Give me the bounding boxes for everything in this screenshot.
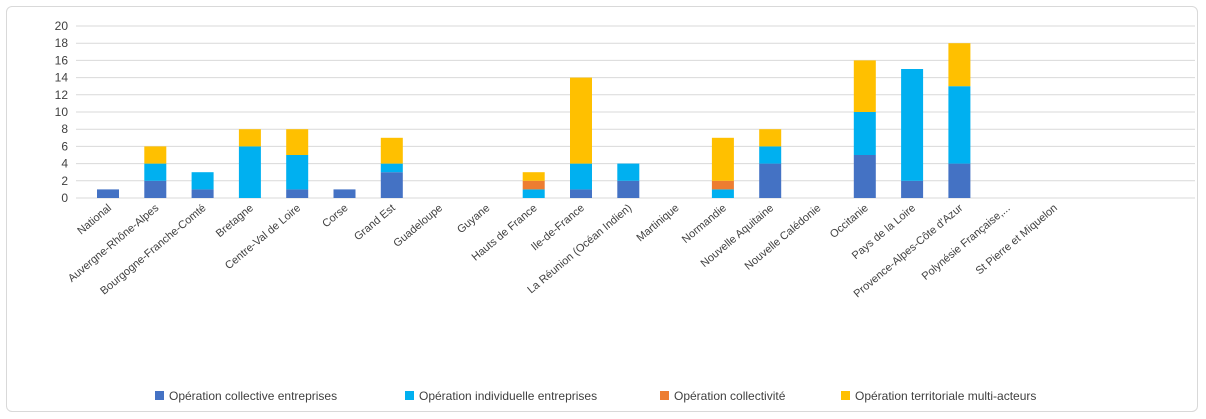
bar-segment-2 [522,189,545,198]
bar-segment-3 [711,180,734,190]
y-tick-label: 0 [61,191,68,205]
x-category-label: Guyane [455,202,492,236]
bar-segment-1 [333,189,356,198]
x-category-label: Bretagne [214,202,256,240]
y-tick-label: 10 [55,105,69,119]
bar-segment-1 [144,180,167,198]
bar-segment-2 [759,146,782,164]
x-axis-categories: NationalAuvergne-Rhône-AlpesBourgogne-Fr… [66,202,1060,301]
bar-segment-2 [853,112,876,155]
bar-segment-2 [380,163,403,173]
bar-segment-2 [286,155,309,190]
legend-label: Opération territoriale multi-acteurs [855,389,1036,403]
bar-segment-2 [144,163,167,181]
x-category-label: Normandie [680,202,729,246]
legend-swatch [405,391,414,400]
bar-segment-1 [570,189,592,198]
y-tick-label: 16 [55,53,69,67]
legend-label: Opération collectivité [674,389,786,403]
y-tick-label: 14 [55,71,69,85]
bar-segment-4 [948,43,971,87]
bar-segment-4 [570,77,592,164]
y-tick-label: 8 [61,122,68,136]
bar-segment-1 [97,189,119,198]
x-category-label: National [75,202,114,237]
bar-segment-1 [286,189,309,198]
x-category-label: Auvergne-Rhône-Alpes [66,202,162,285]
bar-segment-1 [901,180,924,198]
legend-item: Opération individuelle entreprises [405,389,597,403]
legend-swatch [841,391,850,400]
bar-segment-4 [144,146,167,164]
bar-segment-3 [522,180,545,190]
bar-segment-2 [238,146,261,198]
y-tick-label: 2 [61,174,68,188]
legend-label: Opération collective entreprises [169,389,337,403]
gridlines [76,25,1195,199]
y-tick-label: 6 [61,139,68,153]
x-category-label: Occitanie [828,202,871,241]
legend: Opération collective entreprises Opératio… [155,389,1036,403]
x-category-label: Guadeloupe [391,202,445,250]
bar-segment-2 [948,86,971,164]
legend-item: Opération territoriale multi-acteurs [841,389,1036,403]
bar-segment-4 [380,137,403,164]
x-category-label: St Pierre et Miquelon [974,202,1060,277]
bar-segment-1 [191,189,214,198]
bar-segment-2 [191,172,214,190]
bar-segment-1 [759,163,782,198]
legend-label: Opération individuelle entreprises [419,389,597,403]
bar-segment-2 [570,163,592,190]
y-tick-label: 12 [55,88,69,102]
legend-item: Opération collective entreprises [155,389,337,403]
bar-segment-4 [711,137,734,181]
legend-swatch [660,391,669,400]
bar-segment-1 [948,163,971,198]
y-axis-ticks: 0 2 4 6 8 10 12 14 16 18 20 [55,19,69,205]
x-category-label: Grand Est [352,202,398,243]
y-tick-label: 20 [55,19,69,33]
x-category-label: Corse [320,202,350,230]
bar-segment-4 [853,60,876,112]
bar-segment-2 [711,189,734,198]
bar-segment-2 [901,69,924,181]
bar-segment-1 [380,172,403,198]
bar-segment-4 [238,129,261,147]
y-tick-label: 18 [55,36,69,50]
bar-segment-4 [759,129,782,147]
x-category-label: Martinique [634,202,681,244]
legend-swatch [155,391,164,400]
bar-segment-4 [522,172,545,181]
x-category-label: Polynésie Française,... [920,202,1013,283]
bar-segment-1 [853,155,876,198]
y-tick-label: 4 [61,157,68,171]
bars [97,43,971,198]
bar-segment-2 [617,163,640,181]
bar-segment-1 [617,180,640,198]
bar-segment-4 [286,129,309,155]
legend-item: Opération collectivité [660,389,786,403]
chart-frame [6,6,1198,412]
